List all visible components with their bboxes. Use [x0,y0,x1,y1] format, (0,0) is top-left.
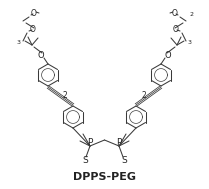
Text: S: S [82,156,88,165]
Text: O: O [30,25,36,33]
Text: S: S [121,156,127,165]
Text: O: O [172,9,178,18]
Text: 2: 2 [190,12,194,18]
Text: O: O [165,50,171,60]
Text: P: P [116,138,122,147]
Text: O: O [173,25,179,33]
Text: 2: 2 [142,91,146,101]
Text: DPPS-PEG: DPPS-PEG [73,172,135,182]
Text: P: P [87,138,93,147]
Text: O: O [31,9,37,18]
Text: 3: 3 [17,40,21,46]
Text: O: O [38,50,44,60]
Text: 2: 2 [63,91,67,101]
Text: 3: 3 [188,40,192,46]
